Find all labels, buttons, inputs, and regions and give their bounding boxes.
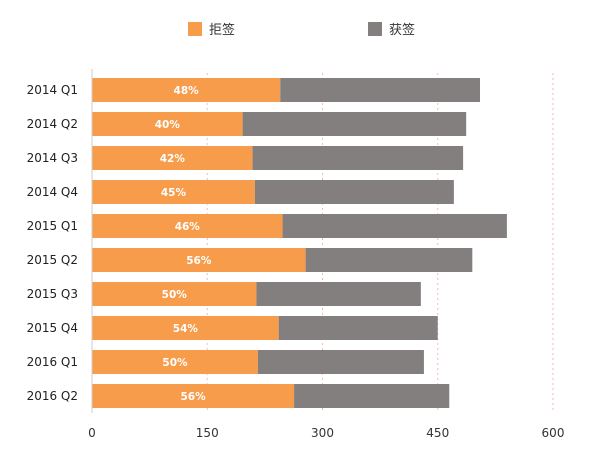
- bar-segment-refused: [92, 282, 257, 306]
- bar-segment-granted: [257, 350, 424, 374]
- category-label: 2015 Q4: [27, 321, 78, 335]
- x-tick-label: 450: [426, 426, 449, 440]
- bar-segment-refused: [92, 214, 283, 238]
- legend-label-granted: 获签: [389, 22, 415, 38]
- category-label: 2014 Q3: [27, 151, 78, 165]
- axes: 0 150 300 450 600 2014 Q1 2014 Q2 2014 Q3 2014 Q…: [27, 69, 565, 440]
- data-label: 56%: [186, 255, 212, 267]
- data-label: 48%: [174, 85, 200, 97]
- data-label: 40%: [155, 119, 181, 131]
- data-label: 50%: [162, 289, 188, 301]
- x-tick-label: 150: [196, 426, 219, 440]
- legend: 拒签 获签: [188, 22, 415, 38]
- bar-segment-granted: [242, 112, 467, 136]
- bar-segment-granted: [278, 316, 438, 340]
- category-label: 2015 Q3: [27, 287, 78, 301]
- bar-segment-refused: [92, 180, 255, 204]
- category-label: 2014 Q2: [27, 117, 78, 131]
- data-label: 42%: [160, 153, 186, 165]
- legend-swatch-granted: [368, 22, 382, 36]
- category-label: 2014 Q4: [27, 185, 78, 199]
- category-label: 2016 Q1: [27, 355, 78, 369]
- bar-segment-granted: [280, 78, 481, 102]
- x-tick-label: 600: [542, 426, 565, 440]
- data-label: 46%: [175, 221, 201, 233]
- data-label: 45%: [161, 187, 187, 199]
- bar-segment-refused: [92, 316, 279, 340]
- bar-segment-refused: [92, 78, 281, 102]
- bar-segment-granted: [252, 146, 464, 170]
- bar-segment-granted: [256, 282, 421, 306]
- category-label: 2014 Q1: [27, 83, 78, 97]
- bar-segment-granted: [282, 214, 507, 238]
- category-label: 2015 Q1: [27, 219, 78, 233]
- data-label: 50%: [162, 357, 188, 369]
- category-label: 2016 Q2: [27, 389, 78, 403]
- bar-segment-granted: [294, 384, 450, 408]
- bars: 48% 40% 42% 45% 46% 56% 50% 54% 50% 56%: [92, 78, 507, 408]
- bar-segment-granted: [254, 180, 454, 204]
- legend-swatch-refused: [188, 22, 202, 36]
- bar-segment-granted: [305, 248, 473, 272]
- x-tick-label: 300: [311, 426, 334, 440]
- bar-segment-refused: [92, 384, 295, 408]
- data-label: 56%: [180, 391, 206, 403]
- bar-segment-refused: [92, 350, 258, 374]
- bar-segment-refused: [92, 248, 306, 272]
- data-label: 54%: [173, 323, 199, 335]
- legend-label-refused: 拒签: [209, 22, 235, 38]
- x-tick-label: 0: [88, 426, 96, 440]
- category-label: 2015 Q2: [27, 253, 78, 267]
- bar-segment-refused: [92, 112, 243, 136]
- bar-segment-refused: [92, 146, 253, 170]
